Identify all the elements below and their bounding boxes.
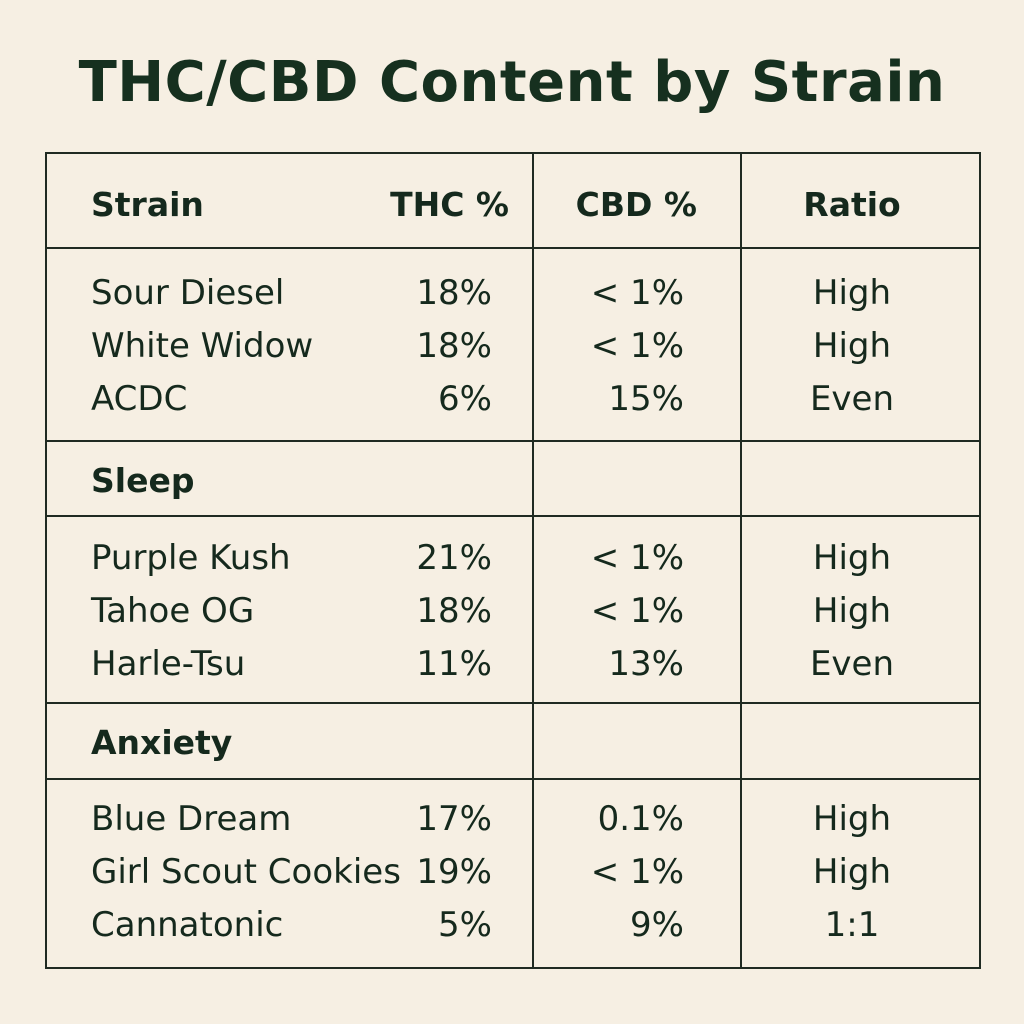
group-label-sleep: Sleep	[91, 461, 195, 500]
cell-strain: Sour Diesel	[91, 273, 285, 313]
cell-strain: ACDC	[91, 379, 188, 419]
column-divider	[740, 154, 742, 967]
cell-strain: White Widow	[91, 326, 314, 366]
cell-thc: 21%	[416, 538, 492, 578]
cell-thc: 6%	[438, 379, 492, 419]
cell-thc: 17%	[416, 799, 492, 839]
cell-strain: Purple Kush	[91, 538, 291, 578]
group-label-anxiety: Anxiety	[91, 723, 233, 762]
cell-thc: 11%	[416, 644, 492, 684]
row-divider	[47, 778, 979, 780]
header-strain: Strain	[91, 185, 204, 224]
cell-ratio: High	[812, 591, 892, 631]
cell-strain: Cannatonic	[91, 905, 284, 945]
cell-cbd: < 1%	[590, 591, 684, 631]
cell-cbd: < 1%	[590, 326, 684, 366]
header-ratio: Ratio	[803, 185, 901, 224]
cell-strain: Tahoe OG	[91, 591, 255, 631]
cell-ratio: 1:1	[824, 905, 880, 945]
header-thc: THC %	[390, 185, 509, 224]
cell-cbd: < 1%	[590, 538, 684, 578]
cell-cbd: 0.1%	[597, 799, 684, 839]
cell-ratio: Even	[809, 644, 895, 684]
cell-ratio: Even	[809, 379, 895, 419]
header-cbd: CBD %	[575, 185, 697, 224]
cell-strain: Girl Scout Cookies	[91, 852, 401, 892]
row-divider	[47, 247, 979, 249]
cell-thc: 5%	[438, 905, 492, 945]
page-title: THC/CBD Content by Strain	[78, 50, 946, 115]
cell-cbd: < 1%	[590, 852, 684, 892]
row-divider	[47, 702, 979, 704]
strain-table: Strain THC % CBD % Ratio Sleep Anxiety S…	[45, 152, 981, 969]
cell-ratio: High	[812, 538, 892, 578]
cell-ratio: High	[812, 326, 892, 366]
column-divider	[532, 154, 534, 967]
cell-thc: 18%	[416, 273, 492, 313]
cell-cbd: 15%	[608, 379, 684, 419]
cell-ratio: High	[812, 852, 892, 892]
cell-thc: 18%	[416, 326, 492, 366]
row-divider	[47, 515, 979, 517]
cell-strain: Blue Dream	[91, 799, 292, 839]
cell-cbd: < 1%	[590, 273, 684, 313]
cell-ratio: High	[812, 273, 892, 313]
cell-thc: 19%	[416, 852, 492, 892]
row-divider	[47, 440, 979, 442]
cell-thc: 18%	[416, 591, 492, 631]
cell-strain: Harle-Tsu	[91, 644, 246, 684]
cell-cbd: 13%	[608, 644, 684, 684]
cell-cbd: 9%	[630, 905, 684, 945]
cell-ratio: High	[812, 799, 892, 839]
